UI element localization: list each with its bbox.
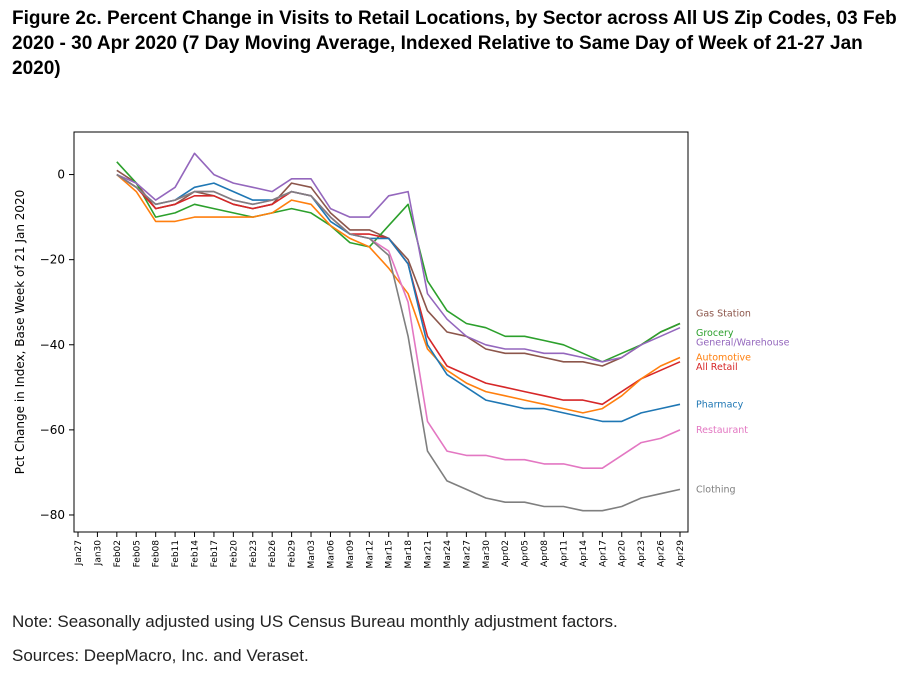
series-line-clothing: [116, 173, 681, 512]
x-tick-label: Mar09: [346, 540, 356, 569]
series-label-all-retail: All Retail: [696, 362, 738, 373]
x-tick-label: Mar30: [482, 540, 492, 569]
x-tick-label: Feb02: [113, 540, 123, 567]
x-tick-label: Apr29: [676, 540, 686, 567]
series-label-pharmacy: Pharmacy: [696, 399, 744, 410]
x-tick-label: Feb14: [191, 540, 201, 568]
x-tick-label: Feb08: [152, 540, 162, 568]
series-line-pharmacy: [116, 173, 681, 423]
series-lines: [116, 152, 681, 512]
x-axis: Jan27 Jan30 Feb02 Feb05 Feb08 Feb11 Feb14 Feb17…: [74, 532, 686, 568]
series-line-gas-station: [116, 169, 681, 367]
series-line-all-retail: [116, 173, 681, 406]
x-tick-label: Mar06: [326, 540, 336, 569]
x-tick-label: Apr14: [579, 540, 589, 567]
plot-area: [73, 131, 689, 533]
series-line-restaurant: [116, 173, 681, 470]
x-tick-label: Feb26: [268, 540, 278, 568]
x-tick-label: Apr11: [559, 540, 569, 567]
series-line-automotive: [116, 173, 681, 414]
x-tick-label: Feb29: [288, 540, 298, 568]
y-tick-label: −40: [40, 338, 65, 352]
x-tick-label: Apr02: [501, 540, 511, 567]
x-tick-label: Mar21: [424, 540, 434, 568]
series-line-grocery: [116, 161, 681, 363]
x-tick-label: Mar15: [385, 540, 395, 568]
plot-border: [73, 131, 689, 533]
x-tick-label: Feb20: [229, 540, 239, 568]
line-chart: 0 −20 −40 −60 −80 Jan27 Jan30 Feb02 Feb05 Feb08 F…: [13, 131, 790, 568]
x-tick-label: Apr08: [540, 540, 550, 567]
y-tick-label: −80: [40, 508, 65, 522]
series-line-general-warehouse: [116, 152, 681, 363]
x-tick-label: Feb11: [171, 540, 181, 567]
series-label-gas-station: Gas Station: [696, 309, 751, 320]
x-tick-label: Feb05: [132, 540, 142, 567]
x-tick-label: Feb23: [249, 540, 259, 567]
y-tick-label: −60: [40, 423, 65, 437]
x-tick-label: Mar24: [443, 540, 453, 569]
chart-note: Note: Seasonally adjusted using US Censu…: [12, 612, 618, 631]
series-label-general-warehouse: General/Warehouse: [696, 338, 790, 349]
x-tick-label: Jan27: [74, 540, 84, 566]
x-tick-label: Mar27: [462, 540, 472, 568]
x-tick-label: Apr23: [637, 540, 647, 567]
x-tick-label: Apr05: [521, 540, 531, 567]
chart-sources: Sources: DeepMacro, Inc. and Veraset.: [12, 646, 309, 665]
x-tick-label: Mar18: [404, 540, 414, 569]
series-label-grocery: Grocery: [696, 328, 734, 339]
series-label-automotive: Automotive: [696, 353, 751, 364]
x-tick-label: Apr26: [657, 540, 667, 567]
x-tick-label: Apr20: [618, 540, 628, 567]
y-tick-label: 0: [57, 168, 65, 182]
x-tick-label: Feb17: [210, 540, 220, 567]
figure-title: Figure 2c. Percent Change in Visits to R…: [12, 8, 897, 79]
y-axis: 0 −20 −40 −60 −80: [40, 168, 74, 522]
x-tick-label: Jan30: [93, 540, 103, 567]
y-tick-label: −20: [40, 253, 65, 267]
y-axis-label: Pct Change in Index, Base Week of 21 Jan…: [13, 190, 27, 475]
x-tick-label: Mar03: [307, 540, 317, 568]
x-tick-label: Apr17: [598, 540, 608, 567]
series-label-restaurant: Restaurant: [696, 425, 748, 436]
x-tick-label: Mar12: [365, 540, 375, 568]
series-label-clothing: Clothing: [696, 484, 736, 495]
